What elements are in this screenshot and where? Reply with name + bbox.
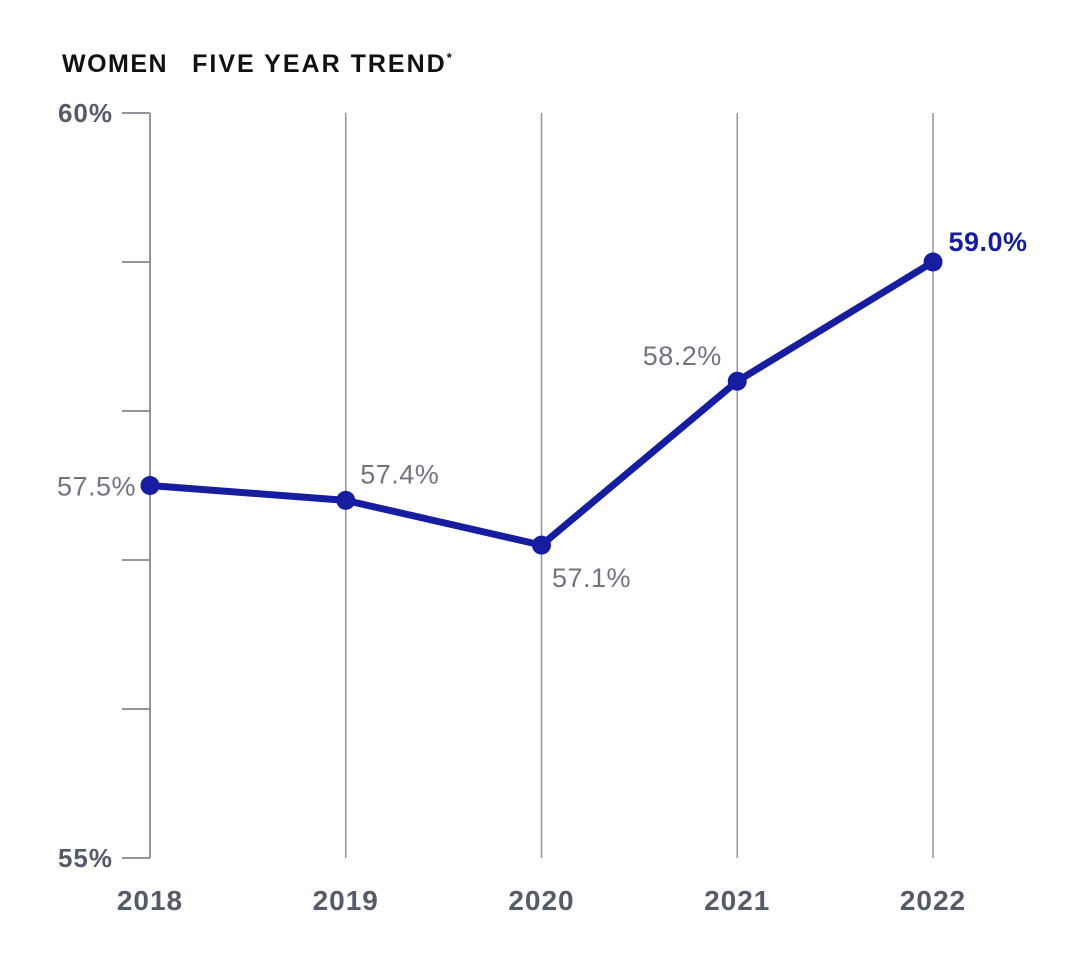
- point-label-2019: 57.4%: [360, 459, 439, 489]
- x-axis-label-2018: 2018: [117, 885, 183, 916]
- footnote-asterisk-icon: *: [446, 50, 452, 65]
- x-axis-label-2020: 2020: [508, 885, 574, 916]
- x-axis-label-2022: 2022: [900, 885, 966, 916]
- data-point-2018: [140, 476, 160, 495]
- data-point-2021: [727, 371, 747, 391]
- y-axis-label-top: 60%: [58, 98, 113, 128]
- x-axis-label-2021: 2021: [704, 885, 770, 916]
- point-label-2018: 57.5%: [57, 472, 136, 502]
- data-point-2019: [336, 490, 356, 510]
- point-label-2020: 57.1%: [552, 563, 631, 593]
- data-point-2020: [532, 535, 551, 555]
- chart-title: FIVE YEAR TREND*: [192, 50, 452, 78]
- data-point-2022: [923, 252, 943, 272]
- chart-header: WOMEN FIVE YEAR TREND*: [62, 50, 452, 79]
- x-axis-label-2019: 2019: [313, 885, 379, 916]
- point-label-2021: 58.2%: [643, 341, 722, 371]
- category-label: WOMEN: [62, 50, 169, 78]
- y-axis-label-bottom: 55%: [58, 843, 113, 873]
- point-label-2022: 59.0%: [948, 227, 1027, 257]
- chart-title-text: FIVE YEAR TREND: [192, 50, 447, 78]
